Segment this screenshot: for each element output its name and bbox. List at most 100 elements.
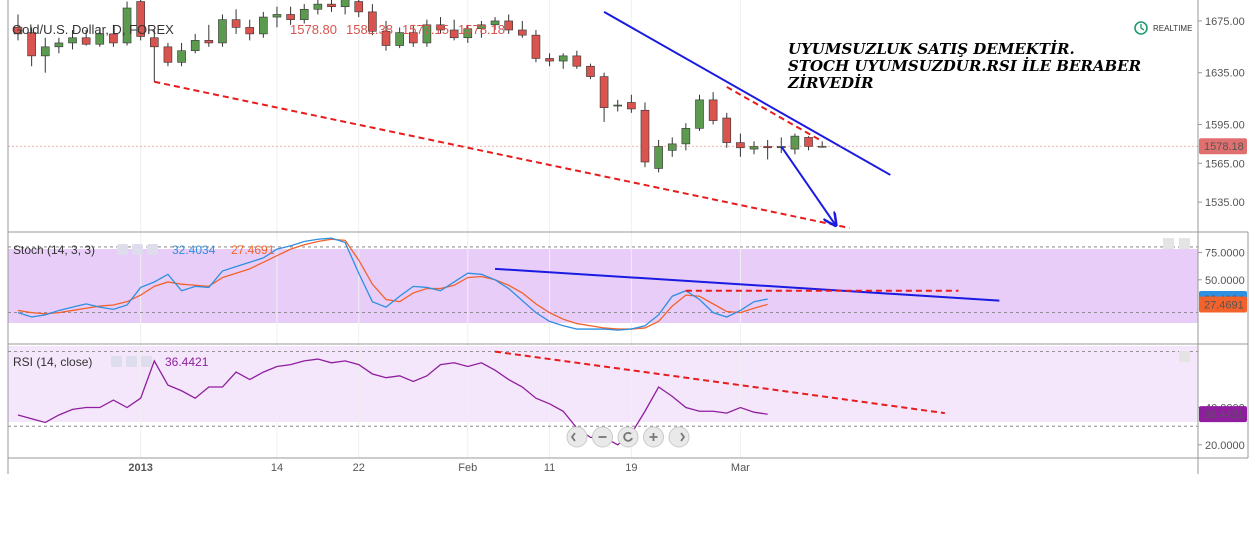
candle [177, 50, 186, 63]
rsi-band [8, 346, 1198, 422]
trendline [603, 11, 891, 176]
y-axis: 1675.00 1635.00 1595.00 1565.00 1535.00 75.00… [1198, 16, 1247, 452]
settings-icon[interactable] [132, 244, 143, 255]
candle [354, 1, 364, 13]
symbol-title: Gold/U.S. Dollar, D, FOREX [12, 22, 174, 37]
nav-button-glyph [649, 433, 658, 441]
realtime-badge: REALTIME [1134, 21, 1192, 35]
price-tick-label: 1635.00 [1205, 68, 1245, 80]
rsi-title: RSI (14, close) [13, 355, 92, 369]
zoom-out-icon[interactable] [592, 426, 613, 448]
candle [40, 46, 50, 57]
candle [422, 24, 432, 44]
last-price-badge: 1578.18 [1204, 141, 1244, 153]
nav-button-circle [668, 426, 690, 448]
eye-icon[interactable] [111, 356, 122, 367]
price-tick-label: 1675.00 [1205, 16, 1245, 28]
candle [599, 76, 609, 108]
ohlc-high: 1582.38 [346, 22, 393, 37]
candle [340, 0, 350, 8]
candle [408, 32, 418, 44]
nav-button-circle [617, 426, 639, 448]
annotation-line-3: ZİRVEDİR [787, 73, 873, 92]
scroll-right-icon[interactable] [668, 426, 690, 448]
candle [654, 146, 663, 169]
candle [245, 27, 255, 35]
candle [613, 104, 623, 107]
candle [763, 146, 772, 149]
rsi-legend: RSI (14, close) 36.4421 [13, 355, 209, 369]
candle [463, 28, 473, 39]
candle [449, 29, 459, 39]
rsi-line [17, 358, 768, 446]
trendline [780, 145, 836, 225]
grid [140, 0, 741, 458]
candle [109, 33, 118, 44]
settings-icon[interactable] [126, 356, 137, 367]
candle [231, 19, 241, 28]
eye-icon[interactable] [117, 244, 128, 255]
x-tick-label: 2013 [128, 462, 152, 474]
x-tick-label: 11 [544, 462, 555, 474]
candle [259, 16, 268, 35]
annotation-line-2: STOCH UYUMSUZDUR.RSI İLE BERABER [788, 56, 1141, 75]
rsi-value: 36.4421 [165, 355, 209, 369]
candle [272, 14, 282, 18]
candle [545, 58, 554, 62]
candle [136, 1, 145, 37]
ohlc-values: 1578.80 1582.38 1577.15 1578.18 [290, 22, 505, 37]
candle [368, 11, 377, 32]
price-pane [8, 0, 1198, 232]
clock-hands [1140, 24, 1145, 31]
rsi-value-badge-bg [1199, 406, 1247, 423]
candle [681, 128, 691, 145]
candle [436, 24, 445, 31]
annotation-text: UYUMSUZLUK SATIŞ DEMEKTİR. STOCH UYUMSUZ… [787, 39, 1141, 92]
candle [122, 7, 132, 44]
candle [804, 137, 813, 147]
nav-button-glyph [623, 431, 633, 442]
ohlc-close: 1578.18 [458, 22, 505, 37]
candle [736, 142, 745, 149]
candle [504, 20, 513, 31]
close-icon[interactable] [141, 356, 152, 367]
pane-up-icon[interactable] [1179, 351, 1190, 362]
x-tick-label: 19 [625, 462, 637, 474]
stoch-title: Stoch (14, 3, 3) [13, 243, 95, 257]
candle [490, 20, 500, 26]
dashed-trendline [154, 80, 850, 229]
candle [558, 55, 568, 62]
pane-up-icon[interactable] [1163, 238, 1174, 249]
candle [586, 65, 595, 77]
x-axis[interactable]: 2013 14 22 Feb 11 19 Mar [128, 462, 750, 474]
candle [95, 33, 105, 45]
price-tick-label: 1595.00 [1205, 119, 1245, 131]
stoch-band [8, 249, 1198, 323]
stoch-d-line [17, 238, 768, 330]
x-tick-label: Feb [458, 462, 477, 474]
nav-button-glyph [570, 432, 576, 442]
scroll-left-icon[interactable] [566, 426, 588, 448]
candle [395, 32, 404, 46]
reset-icon[interactable] [617, 426, 639, 448]
candle [218, 19, 227, 44]
candle [572, 55, 582, 67]
candle [81, 37, 91, 45]
navigation-controls [566, 426, 690, 448]
stoch-d-badge-bg [1199, 296, 1247, 313]
candle [722, 117, 732, 143]
nav-button-glyph [680, 432, 686, 442]
pane-maximize-icon[interactable] [1179, 238, 1190, 249]
stoch-d-value: 27.4691 [231, 243, 275, 257]
close-icon[interactable] [147, 244, 158, 255]
candle [27, 32, 36, 57]
candle [13, 27, 23, 35]
stoch-d-badge: 27.4691 [1204, 299, 1244, 311]
zoom-in-icon[interactable] [643, 426, 664, 448]
candle [708, 99, 718, 121]
nav-button-circle [566, 426, 588, 448]
stoch-k-value: 32.4034 [172, 243, 216, 257]
candle [518, 29, 527, 36]
last-price-badge-bg [1199, 138, 1247, 155]
